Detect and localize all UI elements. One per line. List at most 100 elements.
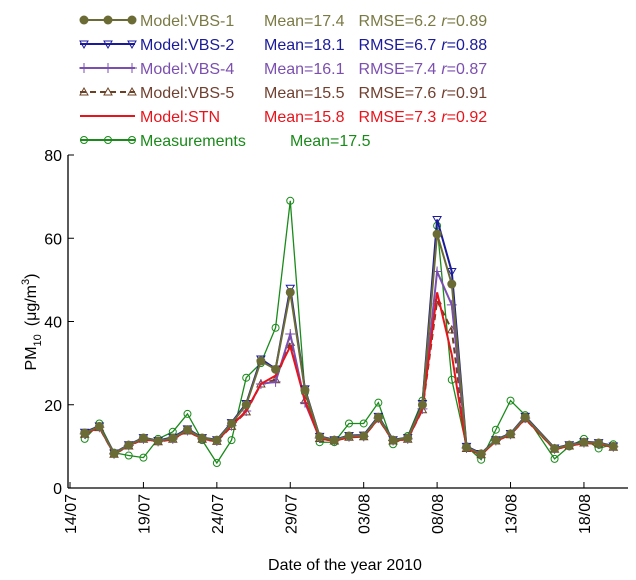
x-tick-label: 13/08 bbox=[504, 494, 521, 534]
legend-name: Model:STN bbox=[140, 109, 220, 126]
marker bbox=[373, 412, 383, 422]
marker bbox=[80, 136, 88, 144]
marker bbox=[329, 435, 339, 445]
marker bbox=[103, 40, 113, 50]
series-line bbox=[84, 219, 614, 455]
marker bbox=[286, 196, 295, 205]
marker bbox=[124, 440, 134, 450]
legend-name: Model:VBS-2 bbox=[140, 37, 234, 54]
marker bbox=[446, 268, 457, 277]
legend-rmse: RMSE=7.4 bbox=[359, 61, 437, 78]
marker bbox=[432, 216, 442, 225]
marker bbox=[344, 431, 354, 441]
legend-r: =0.89 bbox=[447, 13, 488, 30]
legend-r: =0.87 bbox=[447, 61, 488, 78]
legend-name: Model:VBS-1 bbox=[140, 13, 234, 30]
marker bbox=[109, 448, 119, 458]
marker bbox=[241, 400, 251, 410]
legend-r-symbol: r bbox=[441, 13, 447, 30]
y-tick-label: 40 bbox=[44, 315, 62, 332]
series-line bbox=[84, 200, 614, 465]
marker bbox=[270, 376, 281, 387]
legend-mean: Mean=15.5 bbox=[264, 85, 345, 102]
marker bbox=[506, 396, 515, 405]
marker bbox=[127, 15, 137, 25]
marker bbox=[271, 323, 280, 332]
marker bbox=[139, 453, 148, 462]
marker bbox=[183, 409, 192, 418]
legend-name: Measurements bbox=[140, 133, 246, 150]
legend-label: Model:STN Mean=15.8 RMSE=7.3 r=0.92 bbox=[140, 109, 487, 126]
y-tick-label: 80 bbox=[44, 148, 62, 165]
x-tick-label: 03/08 bbox=[357, 494, 374, 534]
marker bbox=[79, 86, 89, 96]
marker bbox=[447, 279, 457, 289]
y-tick-label: 20 bbox=[44, 398, 62, 415]
legend-r: =0.92 bbox=[447, 109, 488, 126]
marker bbox=[128, 136, 136, 144]
marker bbox=[461, 442, 471, 452]
marker bbox=[506, 429, 516, 439]
marker bbox=[127, 86, 137, 96]
marker bbox=[227, 418, 237, 428]
legend-rmse: RMSE=7.3 bbox=[359, 109, 437, 126]
legend-label: Model:VBS-2 Mean=18.1 RMSE=6.7 r=0.88 bbox=[140, 37, 487, 54]
y-axis-title: PM10(μg/m3) bbox=[20, 274, 44, 371]
marker bbox=[104, 136, 112, 144]
marker bbox=[127, 63, 137, 73]
marker bbox=[520, 412, 530, 422]
x-tick-label: 24/07 bbox=[210, 494, 227, 534]
marker bbox=[285, 287, 295, 297]
marker bbox=[579, 437, 589, 447]
marker bbox=[285, 328, 296, 339]
legend-rmse: RMSE=6.2 bbox=[359, 13, 437, 30]
marker bbox=[432, 229, 442, 239]
legend-mean: Mean=16.1 bbox=[264, 61, 345, 78]
marker bbox=[124, 451, 133, 460]
legend-mean: Mean=17.4 bbox=[264, 13, 345, 30]
x-tick-label: 18/08 bbox=[577, 494, 594, 534]
marker bbox=[79, 15, 89, 25]
marker bbox=[550, 443, 560, 453]
marker bbox=[103, 86, 113, 96]
legend-r-symbol: r bbox=[441, 109, 447, 126]
marker bbox=[168, 433, 178, 443]
legend-label: Measurements Mean=17.5 bbox=[140, 133, 371, 150]
marker bbox=[212, 459, 221, 468]
marker bbox=[300, 385, 310, 395]
marker bbox=[227, 436, 236, 445]
marker bbox=[491, 435, 501, 445]
legend-label: Model:VBS-4 Mean=16.1 RMSE=7.4 r=0.87 bbox=[140, 61, 487, 78]
x-tick-label: 14/07 bbox=[63, 494, 80, 534]
marker bbox=[271, 364, 281, 374]
marker bbox=[80, 428, 90, 438]
y-tick-label: 0 bbox=[53, 481, 62, 498]
marker bbox=[359, 419, 368, 428]
legend-rmse: RMSE=7.6 bbox=[359, 85, 437, 102]
x-tick-label: 19/07 bbox=[136, 494, 153, 534]
series-line bbox=[84, 292, 614, 456]
marker bbox=[550, 454, 559, 463]
marker bbox=[256, 356, 266, 366]
marker bbox=[79, 40, 89, 50]
legend-name: Model:VBS-4 bbox=[140, 61, 234, 78]
legend-mean: Mean=15.8 bbox=[264, 109, 345, 126]
marker bbox=[345, 419, 353, 428]
legend-entry: Model:STN Mean=15.8 RMSE=7.3 r=0.92 bbox=[80, 109, 487, 126]
marker bbox=[608, 441, 618, 451]
legend-r: =0.88 bbox=[447, 37, 488, 54]
legend-name: Model:VBS-5 bbox=[140, 85, 234, 102]
legend-mean: Mean=17.5 bbox=[290, 133, 371, 150]
marker bbox=[564, 440, 574, 450]
legend-entry: Model:VBS-1 Mean=17.4 RMSE=6.2 r=0.89 bbox=[79, 13, 488, 30]
legend-entry: Model:VBS-4 Mean=16.1 RMSE=7.4 r=0.87 bbox=[79, 61, 487, 78]
legend-rmse: RMSE=6.7 bbox=[359, 37, 437, 54]
marker bbox=[491, 425, 500, 434]
legend-label: Model:VBS-5 Mean=15.5 RMSE=7.6 r=0.91 bbox=[140, 85, 487, 102]
legend-mean: Mean=18.1 bbox=[264, 37, 345, 54]
marker bbox=[476, 449, 486, 459]
legend-entry: Model:VBS-5 Mean=15.5 RMSE=7.6 r=0.91 bbox=[79, 85, 487, 102]
marker bbox=[594, 438, 604, 448]
marker bbox=[79, 63, 89, 73]
